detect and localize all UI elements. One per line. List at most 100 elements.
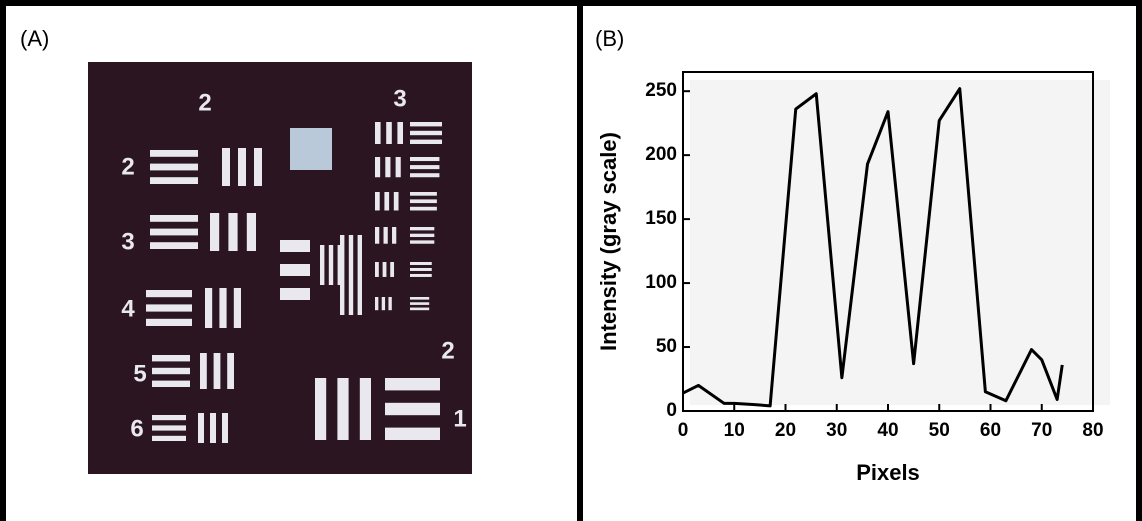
target-label: 2 (441, 337, 454, 364)
target-label: 3 (121, 228, 134, 255)
x-tick-label: 70 (1031, 420, 1052, 441)
target-bar (152, 425, 186, 431)
target-bar (410, 130, 442, 136)
target-bar (410, 267, 432, 271)
target-bar (280, 288, 310, 300)
target-bar (200, 353, 207, 389)
target-square (290, 128, 332, 170)
target-bar (315, 378, 327, 440)
target-label: 1 (453, 405, 466, 432)
target-bar (393, 192, 399, 211)
target-bar (150, 228, 198, 236)
y-tick-label: 250 (645, 80, 677, 101)
target-bar (150, 215, 198, 222)
x-tick-label: 20 (775, 420, 796, 441)
target-bar (410, 302, 430, 305)
y-tick-label: 50 (656, 336, 677, 357)
target-bar (410, 192, 437, 196)
target-bar (210, 413, 216, 443)
target-bar (397, 122, 403, 144)
target-bar (385, 427, 440, 440)
x-axis-label: Pixels (856, 460, 920, 485)
target-bar (375, 262, 379, 277)
target-bar (280, 240, 310, 252)
target-bar (410, 139, 442, 144)
target-bar (348, 235, 354, 315)
line-series (682, 87, 1064, 408)
target-bar (150, 177, 198, 184)
x-tick-label: 80 (1082, 420, 1103, 441)
target-bar (213, 353, 221, 389)
x-tick-label: 60 (980, 420, 1001, 441)
x-tick-label: 10 (724, 420, 745, 441)
target-bar (246, 213, 256, 251)
target-bar (222, 148, 230, 186)
target-bar (375, 297, 379, 311)
target-bar (410, 307, 430, 311)
resolution-target: 2 3 2 3 4 5 6 2 1 (121, 85, 467, 443)
target-bar (395, 157, 401, 178)
target-bar (146, 318, 192, 326)
target-bar (320, 245, 325, 285)
target-bar (152, 355, 190, 362)
target-bar (152, 380, 190, 387)
target-bar (337, 378, 349, 440)
target-bar (375, 227, 380, 244)
target-bar (385, 378, 440, 391)
target-bar (383, 227, 388, 244)
target-bar (410, 240, 435, 244)
target-bar (375, 122, 381, 144)
target-bar (198, 413, 204, 443)
target-bar (219, 288, 227, 328)
target-bar (375, 192, 380, 211)
target-bar (340, 235, 345, 315)
target-bar (410, 157, 440, 162)
target-bar (357, 235, 362, 315)
target-bar (152, 415, 186, 421)
target-label: 2 (121, 153, 134, 180)
target-label: 2 (198, 89, 211, 116)
target-bar (328, 245, 334, 285)
target-bar (233, 288, 241, 328)
target-label: 3 (393, 85, 406, 112)
target-bar (359, 378, 371, 440)
target-bar (410, 206, 437, 211)
target-bar (410, 165, 440, 170)
target-bar (410, 297, 430, 300)
target-bar (210, 213, 220, 251)
y-tick-label: 100 (645, 272, 677, 293)
target-bar (410, 227, 435, 231)
target-label: 4 (121, 295, 135, 322)
target-bar (152, 367, 190, 375)
target-bar (150, 150, 198, 157)
target-bar (280, 264, 310, 276)
target-bar (150, 242, 198, 249)
target-bar (392, 227, 397, 244)
target-bar (205, 288, 213, 328)
target-bar (385, 157, 391, 178)
target-bar (390, 262, 395, 277)
target-bar (375, 157, 381, 178)
target-bar (388, 297, 392, 311)
y-axis-label: Intensity (gray scale) (596, 132, 621, 351)
target-bar (384, 192, 390, 211)
x-tick-label: 50 (929, 420, 950, 441)
target-bar (238, 148, 246, 186)
x-tick-label: 40 (877, 420, 898, 441)
target-bar (410, 173, 440, 178)
target-label: 6 (130, 415, 143, 442)
target-bar (385, 402, 440, 416)
target-bar (386, 122, 392, 144)
panel-label: (A) (20, 26, 49, 51)
target-bar (146, 290, 192, 298)
target-bar (152, 435, 186, 441)
target-bar (410, 262, 432, 265)
target-bar (410, 122, 442, 127)
panel-label: (B) (595, 26, 624, 51)
plot: 0 10 20 30 40 50 60 70 80 0 50 100 150 200 250 Pixels In… (596, 71, 1104, 485)
target-bar (382, 262, 387, 277)
x-tick-label: 0 (678, 420, 689, 441)
target-bar (228, 213, 238, 251)
